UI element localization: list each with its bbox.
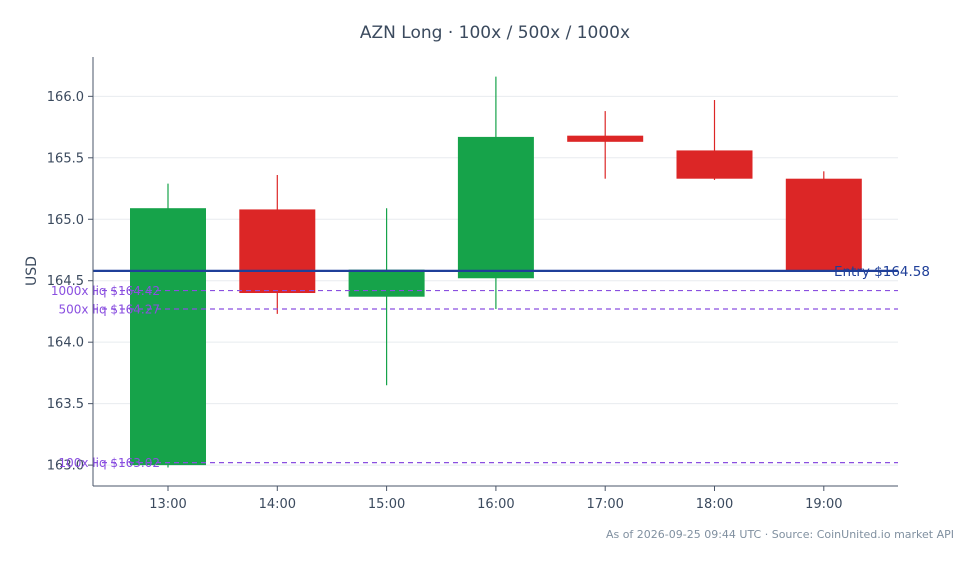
liquidation-label: 100x liq $163.02 [58,456,160,470]
x-tick-layer: 13:00 14:00 15:00 16:00 17:00 18:00 19:00 [149,486,843,512]
liquidation-label: 500x liq $164.27 [58,302,160,316]
y-tick-layer: 163.0 163.5 164.0 164.5 165.0 165.5 166.0 [47,90,93,474]
candle-layer [130,76,862,468]
candle-body [785,178,862,271]
y-tick-label: 164.0 [47,336,84,351]
y-tick-label: 164.5 [47,274,84,289]
x-tick-label: 13:00 [149,497,186,512]
x-tick-label: 14:00 [259,497,296,512]
liquidation-label: 1000x liq $164.42 [51,284,160,298]
x-tick-label: 15:00 [368,497,405,512]
reference-line-layer [93,269,898,464]
candle-body [676,150,753,179]
y-tick-label: 163.5 [47,397,84,412]
entry-price-label: Entry $164.58 [834,264,930,280]
y-tick-label: 166.0 [47,90,84,105]
y-tick-label: 163.0 [47,459,84,474]
y-tick-label: 165.0 [47,213,84,228]
y-tick-label: 165.5 [47,151,84,166]
source-note: As of 2026-09-25 09:44 UTC · Source: Coi… [606,528,954,541]
candle-body [457,136,534,279]
candle-body [130,208,206,466]
chart-title: AZN Long · 100x / 500x / 1000x [360,23,630,43]
x-tick-label: 19:00 [805,497,842,512]
x-tick-label: 18:00 [696,497,733,512]
reference-label-layer: Entry $164.58 1000x liq $164.42 500x liq $… [51,264,930,470]
candle-body [348,269,425,297]
y-axis-label: USD [24,256,40,286]
x-tick-label: 17:00 [586,497,623,512]
candle-body [567,135,644,142]
candle-body [239,209,316,294]
x-tick-label: 16:00 [477,497,514,512]
